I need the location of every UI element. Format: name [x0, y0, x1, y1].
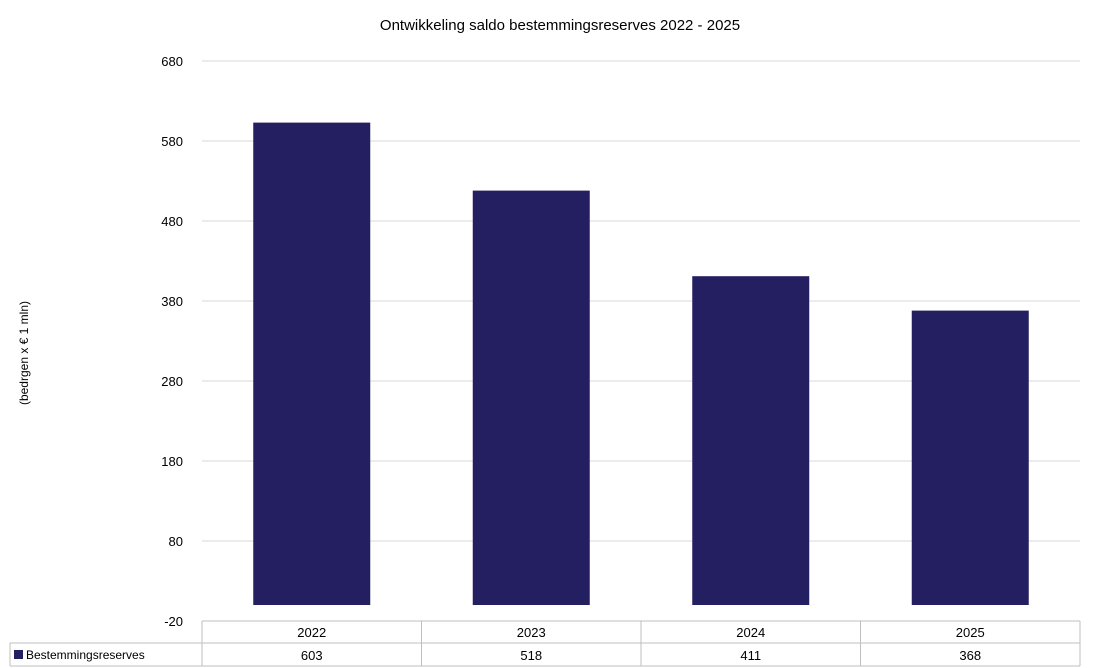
- y-tick-label: 580: [161, 134, 183, 149]
- y-tick-label: 80: [169, 534, 183, 549]
- y-tick-label: 380: [161, 294, 183, 309]
- x-tick-label: 2024: [736, 625, 765, 640]
- bars: [253, 122, 1029, 605]
- x-tick-label: 2022: [297, 625, 326, 640]
- legend-swatch: [14, 650, 23, 659]
- y-axis-ticks: 680 580 480 380 280 180 80 -20: [161, 54, 183, 629]
- bar: [253, 122, 371, 605]
- y-tick-label: 680: [161, 54, 183, 69]
- bar: [911, 310, 1029, 605]
- x-tick-label: 2023: [517, 625, 546, 640]
- data-label: 518: [520, 648, 542, 663]
- data-table: 2022 603 2023 518 2024 411 2025 368 Bestemmingsr…: [9, 620, 1081, 667]
- data-label: 411: [740, 648, 761, 663]
- y-tick-label: 280: [161, 374, 183, 389]
- bar: [472, 190, 590, 605]
- legend-series-name: Bestemmingsreserves: [26, 648, 145, 662]
- x-tick-label: 2025: [956, 625, 985, 640]
- y-axis-title: (bedrgen x € 1 mln): [17, 301, 31, 405]
- bar: [692, 276, 810, 605]
- y-tick-label: -20: [164, 614, 183, 629]
- y-tick-label: 480: [161, 214, 183, 229]
- data-label: 368: [959, 648, 981, 663]
- y-tick-label: 180: [161, 454, 183, 469]
- data-label: 603: [301, 648, 323, 663]
- chart-title: Ontwikkeling saldo bestemmingsreserves 2…: [380, 17, 740, 34]
